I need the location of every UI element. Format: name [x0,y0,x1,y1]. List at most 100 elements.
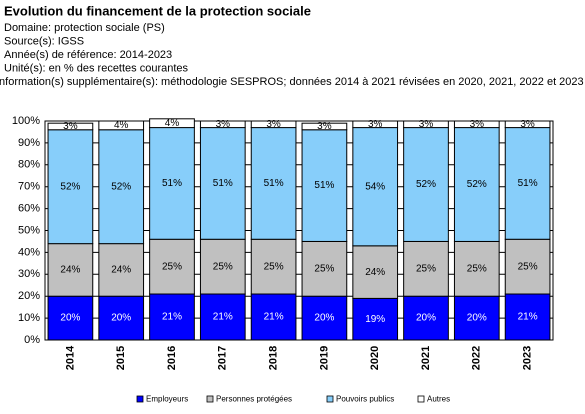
bar-segment [504,127,551,240]
data-label: 52% [60,181,80,192]
data-label: 25% [213,261,233,272]
bar-segment [47,122,94,131]
data-label: 24% [60,265,80,276]
data-label: 21% [162,312,182,323]
y-tick-label: 100% [12,115,40,127]
bar-segment [453,120,500,129]
data-label: 51% [213,178,233,189]
data-label: 54% [365,181,385,192]
subtitle: Domaine: protection sociale (PS) [4,22,165,34]
legend-label: Employeurs [146,395,188,404]
data-label: 51% [264,178,284,189]
data-label: 51% [518,178,538,189]
y-tick-label: 60% [18,203,40,215]
data-label: 3% [317,121,332,132]
data-label: 52% [467,179,487,190]
y-tick-label: 70% [18,181,40,193]
bar-segment [352,297,399,341]
data-label: 21% [518,312,538,323]
data-label: 25% [264,261,284,272]
bar-segment [98,120,145,131]
y-tick-label: 10% [18,312,40,324]
bar-segment [301,122,348,131]
legend-label: Personnes protégées [216,395,292,404]
legend-swatch [136,395,144,403]
data-label: 25% [314,263,334,274]
bar-segment [199,127,246,240]
bar-segment [352,245,399,299]
bar-segment [453,295,500,341]
x-tick-label: 2022 [471,346,483,370]
x-tick-label: 2015 [115,346,127,370]
data-label: 20% [60,313,80,324]
bar-segment [47,129,94,245]
y-tick-label: 20% [18,290,40,302]
bar-segment [199,120,246,129]
y-tick-label: 30% [18,268,40,280]
data-label: 4% [165,118,180,129]
x-tick-label: 2017 [217,346,229,370]
bar-segment [250,293,297,341]
bar-segment [301,240,348,297]
data-label: 25% [162,261,182,272]
data-label: 25% [416,263,436,274]
data-label: 20% [416,313,436,324]
bar-segment [504,120,551,129]
x-tick-label: 2023 [522,346,534,370]
legend-label: Autres [427,395,450,404]
data-label: 4% [114,120,129,131]
y-tick-label: 40% [18,246,40,258]
x-tick-label: 2018 [268,346,280,370]
bar-segment [301,129,348,242]
bar-segment [301,295,348,341]
legend-swatch [417,395,425,403]
bar-segment [250,120,297,129]
x-tick-label: 2021 [420,346,432,370]
bar-segment [403,127,449,242]
subtitle: Année(s) de référence: 2014-2023 [4,49,172,61]
data-label: 25% [518,261,538,272]
y-tick-label: 80% [18,159,40,171]
data-label: 20% [467,313,487,324]
data-label: 24% [111,265,131,276]
data-label: 3% [419,119,434,130]
data-label: 51% [314,180,334,191]
subtitle: Unité(s): en % des recettes courantes [4,62,189,74]
data-label: 19% [365,314,385,325]
data-label: 3% [520,119,535,130]
bar-segment [403,120,449,129]
x-tick-label: 2014 [64,345,76,370]
legend-swatch [206,395,214,403]
data-label: 3% [216,119,231,130]
y-tick-label: 0% [24,334,40,346]
bar-segment [149,127,195,240]
data-label: 3% [368,119,383,130]
x-tick-label: 2019 [318,346,330,370]
bar-segment [149,293,195,341]
data-label: 20% [111,313,131,324]
subtitle: Information(s) supplémentaire(s): méthod… [0,76,584,88]
bar-segment [352,120,399,129]
x-tick-label: 2020 [369,346,381,370]
data-label: 21% [213,312,233,323]
bar-segment [98,295,145,341]
data-label: 3% [470,119,485,130]
data-label: 3% [63,121,78,132]
data-label: 52% [416,179,436,190]
x-tick-label: 2016 [166,346,178,370]
chart-title: Evolution du financement de la protectio… [4,3,311,18]
bar-segment [403,295,449,341]
bar-segment [98,129,145,245]
data-label: 21% [264,312,284,323]
legend-label: Pouvoirs publics [336,395,394,404]
bar-segment [352,127,399,247]
y-tick-label: 90% [18,137,40,149]
y-tick-label: 50% [18,224,40,236]
plot-frame [44,120,554,341]
bar-segment [504,293,551,341]
data-label: 25% [467,263,487,274]
data-label: 3% [266,119,281,130]
bar-segment [149,238,195,295]
